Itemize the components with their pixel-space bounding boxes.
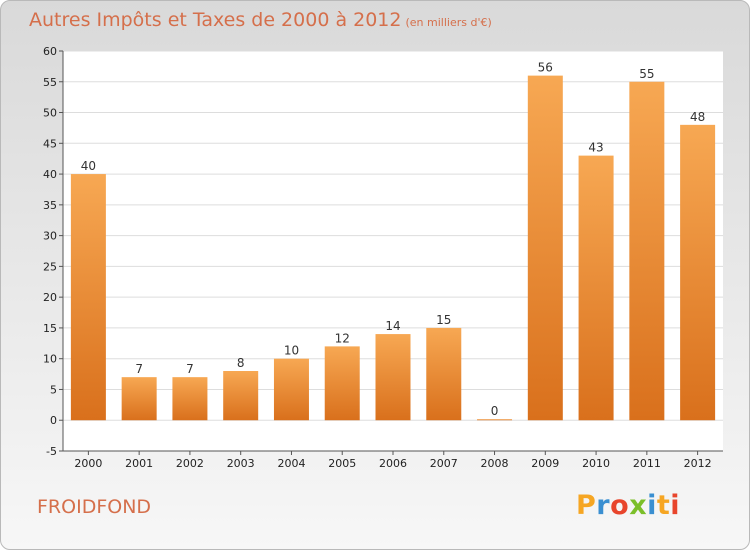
bar-2000 [70,174,106,421]
data-label-2001: 7 [135,362,143,376]
y-tick-label: 35 [43,199,57,212]
data-label-2009: 56 [538,61,553,75]
y-tick-label: -5 [46,445,57,458]
data-label-2006: 14 [385,319,400,333]
proxiti-logo: Proxiti [576,490,680,521]
logo-letter: i [647,490,657,521]
bar-2009 [527,75,563,421]
x-tick-label-2011: 2011 [633,457,661,470]
logo-letter: P [576,490,597,521]
x-tick-label-2002: 2002 [176,457,204,470]
bar-2011 [629,81,665,421]
x-tick-label-2012: 2012 [684,457,712,470]
bars: 40 7 7 8 10 12 14 15 0 56 43 55 48 [70,61,716,421]
logo-letter: t [656,490,671,521]
y-tick-label: 25 [43,260,57,273]
x-tick-label-2007: 2007 [430,457,458,470]
y-tick-label: 5 [50,383,57,396]
y-tick-label: 50 [43,107,57,120]
bar-2005 [324,346,360,421]
data-label-2000: 40 [81,159,96,173]
bar-2012 [680,124,716,421]
data-label-2010: 43 [588,141,603,155]
y-tick-label: 15 [43,322,57,335]
data-label-2012: 48 [690,110,705,124]
commune-name: FROIDFOND [37,496,152,518]
x-tick-label-2000: 2000 [74,457,102,470]
x-tick-label-2001: 2001 [125,457,153,470]
logo-letter: i [670,490,681,521]
bar-2006 [375,334,411,421]
logo-letter: x [629,490,648,521]
bar-2007 [426,327,462,421]
y-tick-label: 0 [50,414,57,427]
bar-2004 [273,358,309,421]
data-label-2007: 15 [436,313,451,327]
y-tick-label: 40 [43,168,57,181]
logo-letter: o [610,490,630,521]
y-tick-label: 30 [43,230,57,243]
x-tick-label-2009: 2009 [531,457,559,470]
bar-2010 [578,155,614,421]
data-label-2004: 10 [284,344,299,358]
y-tick-label: 10 [43,353,57,366]
x-tick-label-2006: 2006 [379,457,407,470]
y-tick-label: 60 [43,45,57,58]
x-tick-label-2005: 2005 [328,457,356,470]
chart-subtitle: (en milliers d'€) [405,16,492,29]
y-tick-label: 20 [43,291,57,304]
bar-2001 [121,377,157,421]
chart-title: Autres Impôts et Taxes de 2000 à 2012 (en… [29,9,492,31]
data-label-2005: 12 [335,331,350,345]
title-text: Autres Impôts et Taxes de 2000 à 2012 [29,9,402,31]
axes: -5 0 5 10 15 20 25 30 35 40 45 50 55 60 2000 2001 2002 20… [43,45,723,470]
x-tick-label-2010: 2010 [582,457,610,470]
x-tick-label-2004: 2004 [277,457,305,470]
data-label-2011: 55 [639,67,654,81]
bar-2003 [223,371,259,421]
x-tick-label-2008: 2008 [481,457,509,470]
logo-letter: r [596,490,611,521]
bar-2002 [172,377,208,421]
x-tick-label-2003: 2003 [227,457,255,470]
data-label-2003: 8 [237,356,245,370]
data-label-2008: 0 [491,404,499,418]
y-tick-label: 45 [43,137,57,150]
data-label-2002: 7 [186,362,194,376]
bar-2008 [477,419,513,421]
y-tick-label: 55 [43,76,57,89]
